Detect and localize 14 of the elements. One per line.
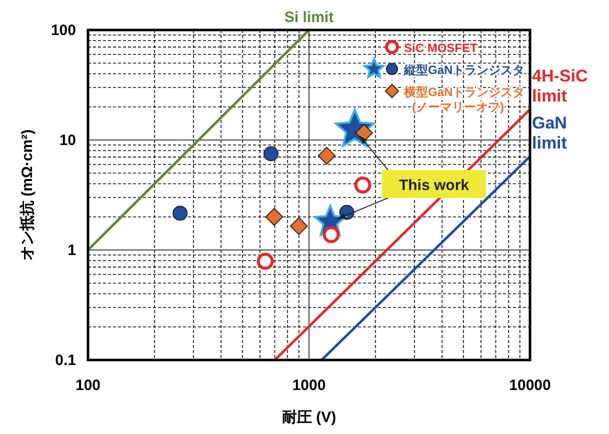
annotation: This work: [398, 177, 470, 194]
x-axis-title: 耐圧 (V): [282, 409, 336, 426]
x-tick-label: 1000: [292, 377, 326, 394]
y-axis-title: オン抵抗 (mΩ·cm²): [19, 129, 36, 261]
y-tick-label: 1: [68, 242, 76, 259]
series-label: Si limit: [284, 9, 334, 26]
legend-label: 縦型GaNトランジスタ: [403, 63, 525, 77]
x-tick-label: 10000: [509, 377, 551, 394]
y-tick-label: 0.1: [55, 352, 76, 369]
x-tick-label: 100: [75, 377, 101, 394]
y-tick-label: 10: [59, 132, 76, 149]
series-label: 4H-SiC limit: [532, 66, 588, 106]
series-label: GaN limit: [532, 113, 568, 152]
y-tick-label: 100: [50, 22, 76, 39]
